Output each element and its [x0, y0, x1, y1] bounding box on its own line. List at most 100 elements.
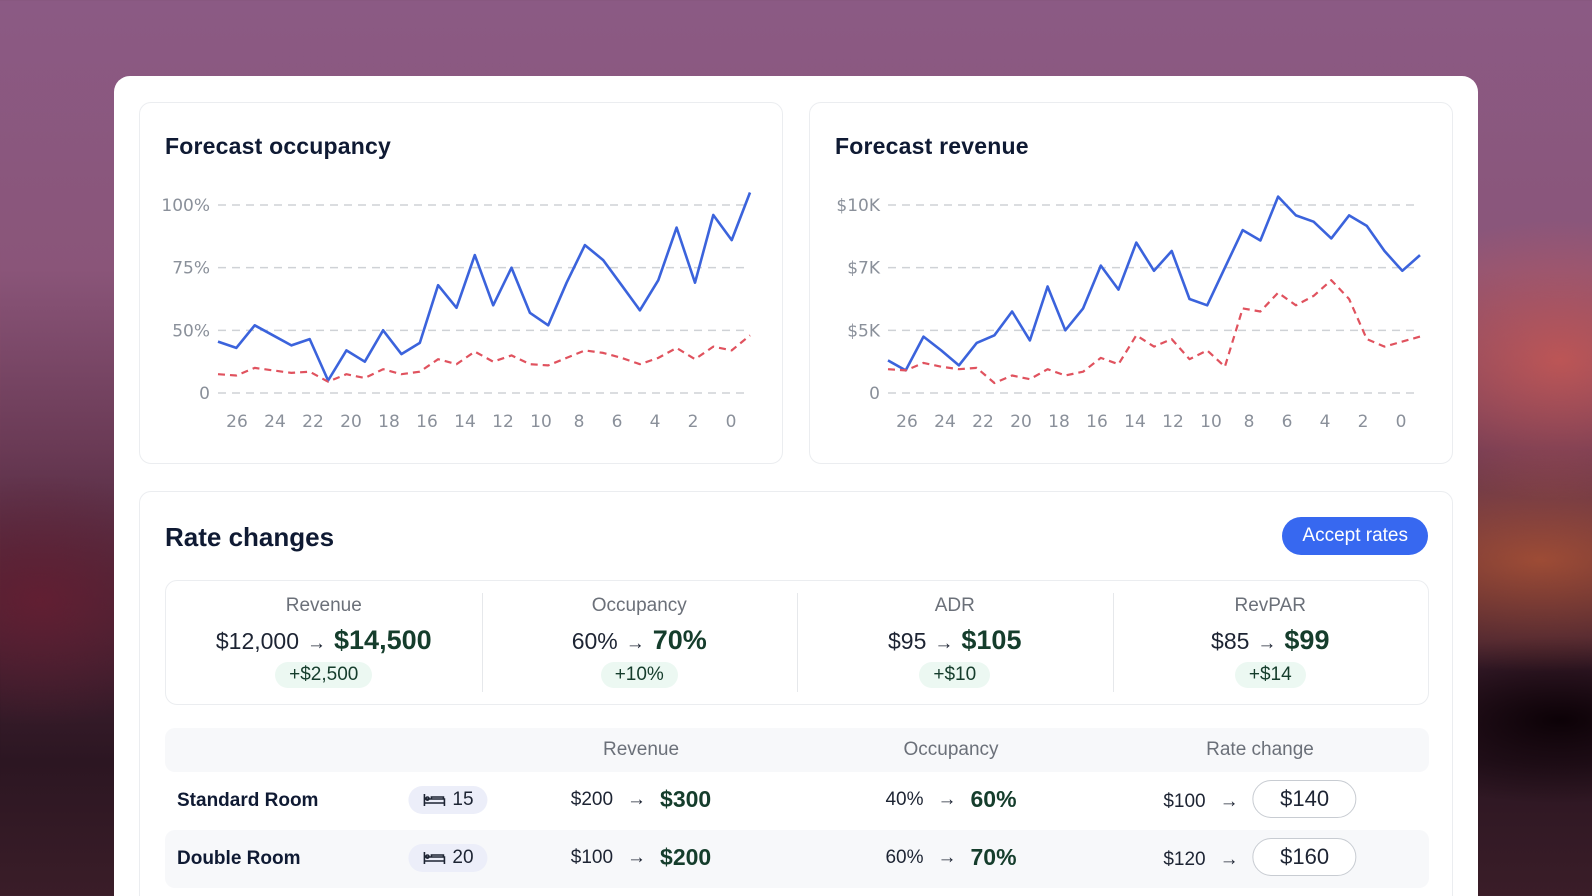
x-tick-label: 24	[934, 412, 956, 432]
accept-rates-button[interactable]: Accept rates	[1282, 517, 1428, 555]
dashboard-panel: Forecast occupancy 0 50% 75% 100% 26 24 22 20 18…	[114, 76, 1478, 896]
metric-delta-badge: +$2,500	[275, 662, 373, 688]
rate-old: $100	[1163, 791, 1206, 812]
x-tick-label: 2	[688, 412, 699, 432]
column-header-occupancy: Occupancy	[903, 739, 999, 760]
series-line-baseline	[217, 334, 751, 383]
metric-label: Occupancy	[591, 595, 687, 616]
arrow-right-icon: →	[1219, 791, 1239, 812]
x-tick-label: 2	[1358, 412, 1369, 432]
y-tick-label: $10K	[836, 196, 880, 216]
y-tick-label: $5K	[847, 321, 881, 341]
series-line-forecast	[887, 195, 1421, 372]
x-tick-label: 26	[226, 412, 248, 432]
y-tick-label: $7K	[847, 259, 881, 279]
metric-new-value: $99	[1284, 625, 1330, 655]
metric-new-value: 70%	[652, 625, 707, 655]
room-count: 15	[452, 789, 474, 810]
bed-icon	[423, 794, 446, 806]
metric-old-value: $85	[1211, 628, 1250, 654]
x-tick-label: 10	[1200, 412, 1222, 432]
occupancy-chart: 050%75%100%26 24 22 20 18 16 14 12 10 8 6 4 2 0	[161, 192, 752, 432]
x-tick-label: 24	[264, 412, 286, 432]
occupancy-new: 70%	[970, 844, 1017, 870]
rate-old: $120	[1163, 849, 1206, 870]
column-header-rate-change: Rate change	[1206, 739, 1314, 760]
new-rate-input[interactable]	[1252, 838, 1357, 876]
room-count: 20	[452, 847, 474, 868]
room-name: Standard Room	[177, 790, 319, 811]
room-count-badge: 15	[408, 786, 488, 814]
new-rate-input[interactable]	[1252, 780, 1357, 818]
arrow-right-icon: →	[1219, 849, 1239, 870]
rate-change-cell: $100 →	[1163, 780, 1357, 818]
x-tick-label: 14	[1124, 412, 1146, 432]
rate-changes-card: Rate changes Accept rates Revenue $12,00…	[139, 491, 1453, 896]
x-tick-label: 6	[1282, 412, 1293, 432]
revenue-new: $200	[660, 844, 712, 870]
arrow-right-icon: →	[1257, 633, 1277, 654]
table-row: Double Room 20 $100 → $200 60% → 70%	[165, 830, 1429, 888]
metric-occupancy: Occupancy 60% → 70% +10%	[481, 581, 798, 704]
metric-label: ADR	[934, 595, 975, 616]
x-tick-label: 16	[1086, 412, 1108, 432]
arrow-right-icon: →	[625, 633, 645, 654]
occupancy-new: 60%	[970, 786, 1017, 812]
table-header: Revenue Occupancy Rate change	[165, 728, 1429, 772]
revenue-chart-title: Forecast revenue	[835, 133, 1029, 159]
metric-new-value: $14,500	[334, 625, 432, 655]
column-header-revenue: Revenue	[602, 739, 680, 760]
arrow-right-icon: →	[627, 788, 647, 810]
occupancy-chart-title: Forecast occupancy	[165, 133, 392, 159]
table-row: Standard Room 15 $200 → $300 40% → 60%	[165, 772, 1429, 830]
metric-delta-badge: +$10	[919, 662, 991, 688]
x-tick-label: 6	[612, 412, 623, 432]
revenue-old: $200	[570, 788, 614, 810]
arrow-right-icon: →	[627, 846, 647, 868]
occupancy-old: 40%	[885, 788, 924, 810]
x-tick-label: 12	[492, 412, 514, 432]
occupancy-cell: 40% → 60%	[885, 786, 1016, 813]
y-tick-label: 50%	[172, 321, 210, 341]
metric-old-value: $12,000	[215, 628, 300, 654]
arrow-right-icon: →	[934, 633, 954, 654]
room-name: Double Room	[177, 848, 301, 869]
metric-revpar: RevPAR $85 → $99 +$14	[1112, 581, 1429, 704]
revenue-new: $300	[660, 786, 712, 812]
x-tick-label: 12	[1162, 412, 1184, 432]
room-rates-table: Revenue Occupancy Rate change Standard R…	[165, 728, 1429, 888]
metric-label: RevPAR	[1234, 595, 1306, 616]
metric-delta-badge: +$14	[1234, 662, 1306, 688]
x-tick-label: 8	[1244, 412, 1255, 432]
x-tick-label: 22	[302, 412, 324, 432]
occupancy-chart-card: Forecast occupancy 0 50% 75% 100% 26 24 22 20 18…	[139, 102, 783, 464]
occupancy-old: 60%	[885, 846, 924, 868]
room-count-badge: 20	[408, 844, 488, 872]
x-tick-label: 20	[1010, 412, 1032, 432]
x-tick-label: 18	[378, 412, 400, 432]
x-tick-label: 0	[1396, 412, 1407, 432]
arrow-right-icon: →	[307, 633, 327, 654]
metric-revenue: Revenue $12,000 → $14,500 +$2,500	[166, 581, 482, 704]
x-tick-label: 4	[650, 412, 661, 432]
x-tick-label: 18	[1048, 412, 1070, 432]
metric-new-value: $105	[961, 625, 1022, 655]
metric-old-value: 60%	[571, 628, 618, 654]
revenue-chart-card: Forecast revenue 0 $5K $7K $10K 26 24 22 20 18 16…	[809, 102, 1453, 464]
metric-adr: ADR $95 → $105 +$10	[797, 581, 1113, 704]
x-tick-label: 0	[726, 412, 737, 432]
arrow-right-icon: →	[937, 788, 957, 810]
metric-label: Revenue	[285, 595, 362, 616]
metric-old-value: $95	[888, 628, 927, 654]
rate-change-cell: $120 →	[1163, 838, 1357, 876]
bed-icon	[423, 852, 446, 864]
series-line-baseline	[887, 279, 1421, 385]
x-tick-label: 14	[454, 412, 476, 432]
y-tick-label: 100%	[161, 196, 210, 216]
x-tick-label: 4	[1320, 412, 1331, 432]
x-tick-label: 22	[972, 412, 994, 432]
y-tick-label: 75%	[172, 259, 210, 279]
revenue-cell: $100 → $200	[571, 844, 711, 871]
x-tick-label: 8	[574, 412, 585, 432]
rate-changes-title: Rate changes	[165, 522, 335, 552]
